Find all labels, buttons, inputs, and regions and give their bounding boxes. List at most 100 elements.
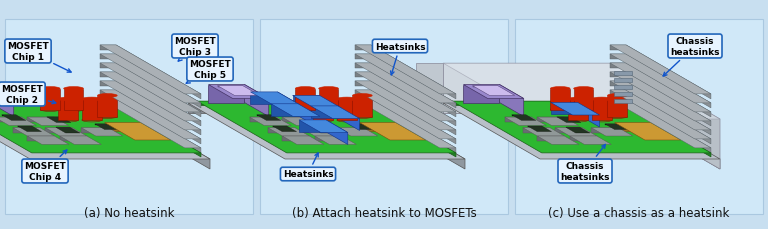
- Polygon shape: [443, 104, 623, 114]
- Polygon shape: [22, 117, 36, 131]
- Polygon shape: [363, 128, 378, 141]
- Polygon shape: [511, 115, 536, 121]
- Polygon shape: [13, 128, 55, 136]
- Polygon shape: [581, 128, 590, 134]
- Polygon shape: [355, 46, 456, 95]
- Text: (a) No heatsink: (a) No heatsink: [84, 206, 174, 219]
- Polygon shape: [27, 117, 68, 126]
- Polygon shape: [60, 136, 101, 145]
- Polygon shape: [319, 96, 342, 120]
- Polygon shape: [472, 86, 515, 96]
- Polygon shape: [537, 117, 578, 126]
- Polygon shape: [528, 126, 551, 132]
- Polygon shape: [371, 99, 456, 153]
- Polygon shape: [443, 64, 720, 120]
- Polygon shape: [355, 64, 371, 69]
- Polygon shape: [555, 128, 597, 136]
- Polygon shape: [550, 128, 564, 141]
- Polygon shape: [371, 64, 456, 117]
- Polygon shape: [551, 89, 570, 110]
- Polygon shape: [108, 128, 123, 141]
- Text: MOSFET
Chip 1: MOSFET Chip 1: [7, 42, 71, 73]
- Polygon shape: [197, 102, 366, 106]
- Polygon shape: [104, 123, 141, 131]
- Polygon shape: [18, 126, 41, 132]
- Polygon shape: [618, 128, 633, 141]
- Polygon shape: [295, 128, 310, 141]
- Polygon shape: [72, 128, 87, 141]
- Polygon shape: [338, 106, 359, 131]
- Polygon shape: [366, 102, 456, 157]
- Polygon shape: [578, 103, 600, 128]
- Polygon shape: [2, 115, 16, 116]
- Polygon shape: [355, 90, 371, 95]
- Polygon shape: [557, 117, 581, 123]
- Ellipse shape: [98, 94, 118, 98]
- Polygon shape: [250, 93, 300, 105]
- Ellipse shape: [337, 98, 356, 101]
- Text: Chassis
heatsinks: Chassis heatsinks: [560, 145, 610, 181]
- Polygon shape: [526, 115, 536, 122]
- Polygon shape: [250, 93, 277, 104]
- Polygon shape: [315, 136, 342, 141]
- Polygon shape: [621, 102, 711, 157]
- Polygon shape: [299, 120, 348, 133]
- Polygon shape: [197, 102, 456, 153]
- Polygon shape: [0, 86, 5, 96]
- Polygon shape: [610, 64, 711, 112]
- Polygon shape: [0, 117, 22, 123]
- Polygon shape: [531, 117, 546, 131]
- Polygon shape: [610, 46, 626, 51]
- Polygon shape: [0, 104, 113, 114]
- Polygon shape: [250, 117, 276, 123]
- Polygon shape: [116, 55, 201, 108]
- Polygon shape: [271, 104, 320, 117]
- Polygon shape: [463, 85, 499, 103]
- Text: Heatsinks: Heatsinks: [283, 153, 333, 179]
- Polygon shape: [188, 104, 368, 114]
- Polygon shape: [523, 128, 550, 133]
- Polygon shape: [610, 73, 711, 121]
- Polygon shape: [47, 117, 61, 118]
- Polygon shape: [564, 136, 579, 150]
- Polygon shape: [610, 82, 626, 87]
- Polygon shape: [283, 136, 324, 145]
- Polygon shape: [610, 46, 711, 95]
- Ellipse shape: [607, 94, 627, 98]
- Polygon shape: [217, 86, 260, 96]
- FancyBboxPatch shape: [260, 20, 508, 214]
- Polygon shape: [355, 55, 456, 104]
- Polygon shape: [452, 102, 621, 106]
- Polygon shape: [0, 86, 5, 97]
- Polygon shape: [18, 126, 32, 128]
- Polygon shape: [271, 115, 281, 122]
- Ellipse shape: [295, 87, 315, 91]
- Ellipse shape: [313, 98, 333, 101]
- Polygon shape: [610, 99, 626, 104]
- Polygon shape: [250, 117, 291, 126]
- Polygon shape: [87, 136, 101, 150]
- Polygon shape: [472, 86, 498, 87]
- Polygon shape: [109, 124, 119, 131]
- Polygon shape: [371, 73, 456, 126]
- Polygon shape: [619, 124, 629, 131]
- Polygon shape: [45, 128, 72, 133]
- Polygon shape: [371, 46, 456, 99]
- Polygon shape: [355, 82, 456, 130]
- Polygon shape: [100, 82, 201, 130]
- Text: MOSFET
Chip 4: MOSFET Chip 4: [24, 150, 67, 181]
- Polygon shape: [244, 85, 269, 117]
- Polygon shape: [610, 82, 711, 130]
- Polygon shape: [268, 128, 310, 136]
- Polygon shape: [293, 96, 319, 108]
- Polygon shape: [116, 73, 201, 126]
- Polygon shape: [13, 128, 40, 133]
- Polygon shape: [40, 128, 55, 141]
- Polygon shape: [614, 93, 632, 97]
- Polygon shape: [355, 64, 456, 112]
- Polygon shape: [570, 136, 597, 141]
- Polygon shape: [614, 123, 650, 131]
- Polygon shape: [443, 104, 720, 159]
- Polygon shape: [650, 123, 681, 148]
- Polygon shape: [605, 124, 629, 130]
